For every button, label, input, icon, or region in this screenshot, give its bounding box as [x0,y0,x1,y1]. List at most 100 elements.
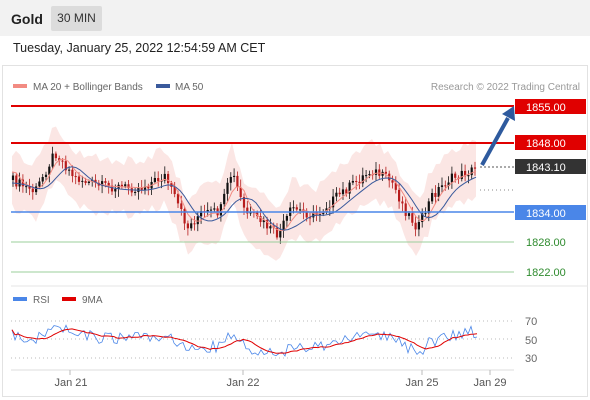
candle-body [398,189,401,202]
candle-body [437,186,440,197]
candle-body [335,192,338,197]
ma50-legend-label: MA 50 [175,82,204,93]
candle-body [355,180,358,182]
candle-body [196,216,199,225]
candle-body [365,175,368,177]
candle-body [470,167,473,176]
candle-body [338,192,341,195]
candle-body [305,211,308,218]
candle-body [325,208,328,212]
candle-body [186,223,189,229]
candle-body [275,227,279,238]
candle-body [460,170,463,179]
candle-body [421,213,424,223]
candle-body [285,215,288,221]
candle-body [444,185,447,187]
candle-body [414,222,417,230]
candle-body [259,216,262,223]
candle-body [110,185,114,192]
candle-body [94,179,97,183]
rsi-axis-50: 50 [525,335,537,347]
candle-body [18,179,21,187]
candle-body [206,209,209,212]
rsi-axis-70: 70 [525,316,537,328]
candle-body [147,186,150,189]
ma50-legend-swatch [156,84,170,88]
level-s3-label: 1822.00 [526,267,566,279]
candle-body [233,175,236,177]
candle-body [200,211,203,217]
current-price-label: 1843.10 [526,162,566,174]
level-r1-label: 1848.00 [526,138,566,150]
asset-title: Gold [11,11,43,27]
candle-body [11,175,15,180]
candle-body [190,223,193,229]
candle-body [427,201,430,214]
level-r2-label: 1855.00 [526,102,566,114]
candle-body [384,171,387,174]
candle-body [351,180,354,183]
candle-body [54,153,57,159]
level-s1-badge [515,205,586,220]
timeframe-button[interactable]: 30 MIN [51,6,102,31]
forecast-arrow-shaft [480,117,510,166]
candle-body [282,220,285,231]
candle-body [246,207,249,214]
candle-body [124,184,127,187]
candle-body [104,181,107,183]
copyright-text: Research © 2022 Trading Central [431,82,580,93]
candle-body [213,208,216,210]
candle-body [226,182,229,194]
candle-body [38,181,41,187]
x-label-jan21: Jan 21 [54,377,87,389]
candle-body [318,214,321,216]
candle-body [348,182,351,194]
candle-body [61,160,64,162]
candle-body [21,179,24,187]
candle-body [341,189,345,195]
candle-body [77,176,81,182]
candle-body [308,217,312,219]
candle-body [28,186,31,189]
candle-body [467,175,470,177]
x-label-jan25: Jan 25 [405,377,438,389]
candle-body [450,173,453,183]
candle-body [236,175,239,188]
rsi-legend-label: RSI [33,295,50,306]
candle-body [269,226,272,229]
candle-body [114,188,117,192]
candle-body [107,182,110,186]
ma50-line [11,166,477,231]
level-s1-label: 1834.00 [526,208,566,220]
candle-body [31,188,34,193]
candle-body [411,213,414,223]
candle-body [229,176,232,183]
candle-body [332,196,335,208]
candle-body [394,182,397,190]
ma9-legend-label: 9MA [82,295,103,306]
candle-body [424,213,427,215]
rsi-axis-30: 30 [525,353,537,365]
candle-body [120,184,123,187]
candle-body [256,212,259,217]
bollinger-legend-label: MA 20 + Bollinger Bands [33,82,143,93]
candle-body [51,153,54,167]
candle-body [358,181,361,184]
candle-body [401,201,404,204]
candle-body [368,174,371,176]
candle-body [101,181,104,186]
candle-body [153,178,156,182]
candle-body [44,174,48,177]
candle-body [180,203,183,210]
candle-body [223,193,226,205]
rsi-legend-swatch [13,297,27,301]
candle-body [173,186,176,195]
candle-body [295,207,298,210]
candle-body [431,192,434,202]
candle-body [239,187,242,198]
chart-frame [2,65,588,397]
candle-body [163,173,166,181]
candle-body [176,194,180,204]
candle-body [48,166,51,175]
candle-body [279,230,282,238]
